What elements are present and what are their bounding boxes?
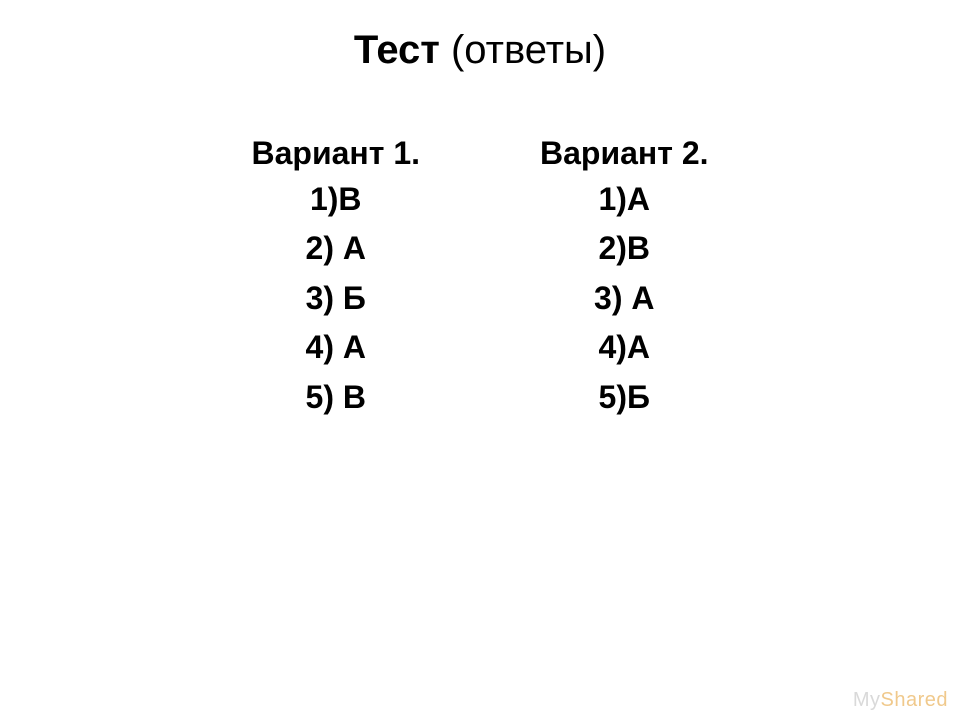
title-rest: (ответы) — [440, 28, 606, 72]
variant-1-answer-2: 2) А — [252, 224, 421, 274]
column-variant-1: Вариант 1. 1)В 2) А 3) Б 4) А 5) В — [252, 133, 421, 423]
variant-1-header: Вариант 1. — [252, 133, 421, 175]
variant-2-answer-2: 2)В — [540, 224, 709, 274]
watermark: MyShared — [853, 689, 948, 712]
variant-2-answer-5: 5)Б — [540, 373, 709, 423]
watermark-my: My — [853, 689, 881, 711]
variant-1-answer-5: 5) В — [252, 373, 421, 423]
variant-2-answer-4: 4)А — [540, 323, 709, 373]
slide-container: Тест (ответы) Вариант 1. 1)В 2) А 3) Б 4… — [0, 0, 960, 720]
column-variant-2: Вариант 2. 1)А 2)В 3) А 4)А 5)Б — [540, 133, 709, 423]
variant-1-answer-4: 4) А — [252, 323, 421, 373]
variant-1-answer-3: 3) Б — [252, 274, 421, 324]
title-bold: Тест — [354, 28, 440, 72]
variant-2-header: Вариант 2. — [540, 133, 709, 175]
page-title: Тест (ответы) — [0, 28, 960, 73]
watermark-shared: Shared — [881, 689, 949, 711]
columns-wrapper: Вариант 1. 1)В 2) А 3) Б 4) А 5) В Вариа… — [0, 133, 960, 423]
variant-2-answer-1: 1)А — [540, 175, 709, 225]
variant-1-answer-1: 1)В — [252, 175, 421, 225]
variant-2-answer-3: 3) А — [540, 274, 709, 324]
